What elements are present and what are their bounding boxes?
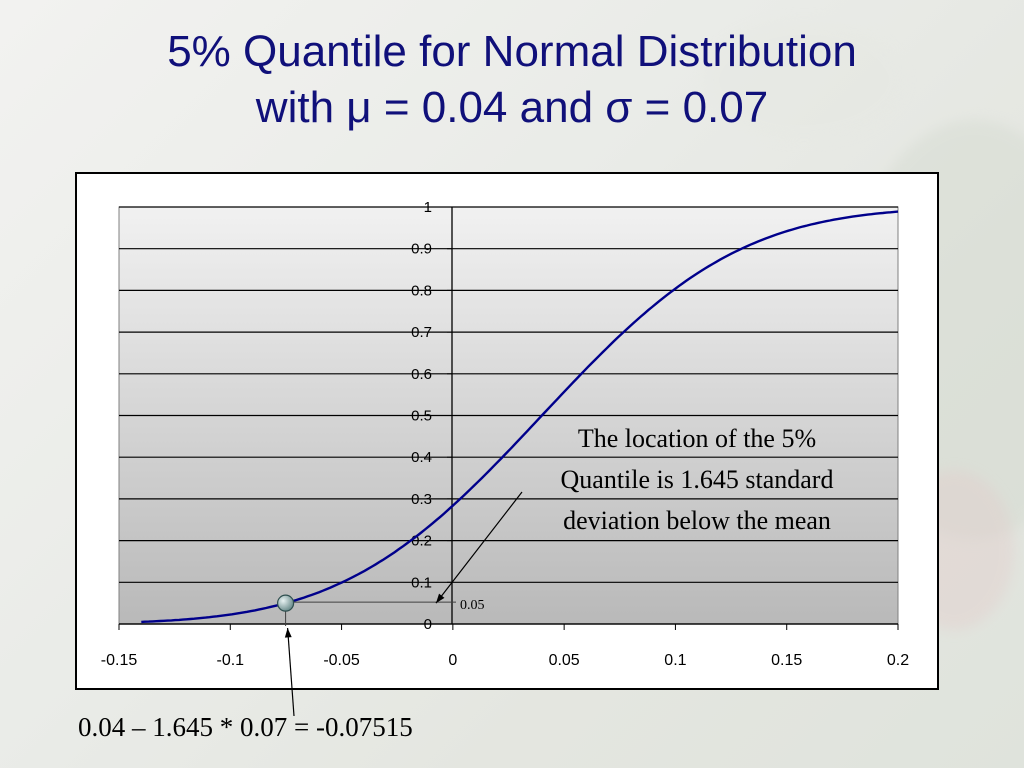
x-tick-label: 0.05 — [549, 652, 580, 669]
y-tick-label: 0.5 — [411, 408, 432, 425]
quantile-level-label: 0.05 — [460, 598, 485, 613]
x-tick-label: 0.1 — [664, 652, 686, 669]
y-tick-label: 0.8 — [411, 282, 432, 299]
x-tick-label: -0.1 — [216, 652, 244, 669]
annotation-line-2: Quantile is 1.645 standard — [561, 465, 834, 494]
formula-arrow — [286, 627, 295, 717]
x-tick-label: 0.15 — [771, 652, 802, 669]
x-tick-label: 0 — [448, 652, 457, 669]
y-tick-label: 0 — [424, 616, 432, 633]
slide-title: 5% Quantile for Normal Distribution with… — [0, 24, 1024, 136]
x-tick-label: -0.05 — [323, 652, 360, 669]
quantile-markers — [276, 491, 523, 717]
y-tick-label: 0.7 — [411, 324, 432, 341]
annotation-arrow — [435, 491, 523, 604]
cdf-series-line — [141, 210, 899, 624]
y-tick-label: 0.4 — [411, 449, 432, 466]
y-tick-label: 0.9 — [411, 241, 432, 258]
y-tick-label: 0.2 — [411, 533, 432, 550]
y-tick-label: 0.3 — [411, 491, 432, 508]
title-line-1: 5% Quantile for Normal Distribution — [167, 27, 857, 76]
annotation-arrow-head — [436, 593, 445, 604]
annotation-line-1: The location of the 5% — [578, 424, 816, 453]
quantile-point — [276, 594, 295, 612]
y-tick-label: 0.6 — [411, 366, 432, 383]
background-decoration — [704, 20, 904, 140]
annotation-line-3: deviation below the mean — [563, 506, 831, 535]
x-tick-label: -0.15 — [101, 652, 138, 669]
y-tick-label: 0.1 — [411, 574, 432, 591]
y-tick-label: 1 — [424, 199, 432, 216]
formula-arrow-head — [284, 628, 292, 638]
x-tick-label: 0.2 — [887, 652, 909, 669]
series-layer — [141, 210, 899, 624]
x-axis-ticks: -0.15 -0.1 -0.05 0 0.05 0.1 0.15 0.2 — [101, 624, 909, 669]
title-line-2: with μ = 0.04 and σ = 0.07 — [255, 83, 769, 132]
annotation-text: The location of the 5% Quantile is 1.645… — [561, 424, 834, 535]
quantile-formula: 0.04 – 1.645 * 0.07 = -0.07515 — [78, 712, 413, 742]
y-axis-ticks: 0 0.1 0.2 0.3 0.4 0.5 0.6 0.7 0.8 0.9 1 — [411, 199, 452, 633]
